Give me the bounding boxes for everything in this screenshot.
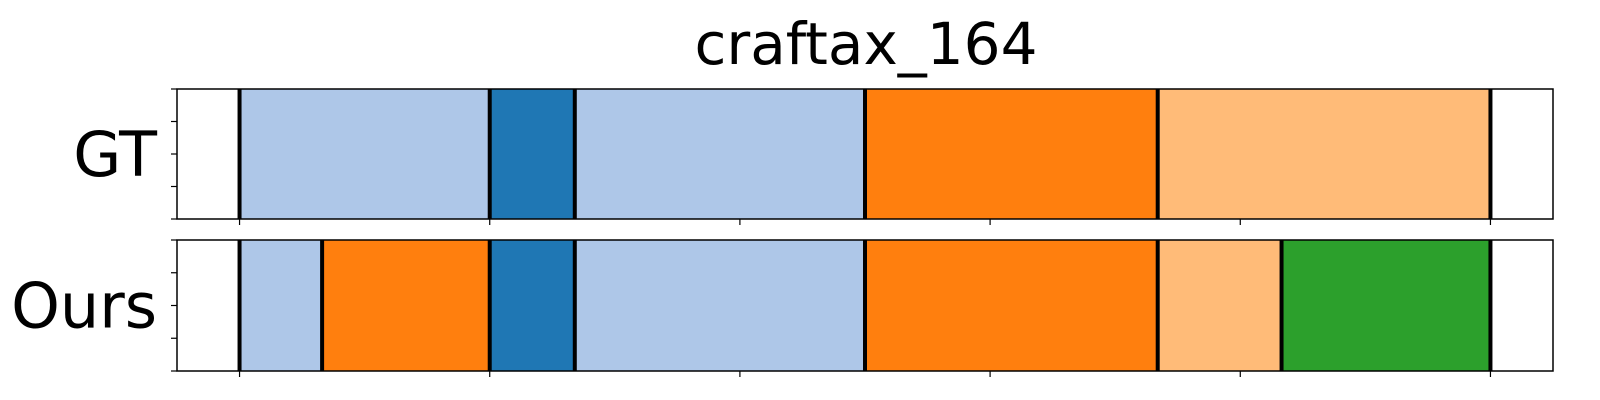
segment-bar (1157, 240, 1282, 371)
segment-bar (489, 240, 575, 371)
row-0: GT (73, 88, 1554, 225)
segment-bar (239, 89, 490, 219)
segment-bar (1281, 240, 1491, 371)
row-1: Ours (11, 239, 1554, 377)
chart-title: craftax_164 (695, 10, 1038, 78)
segment-bar (865, 240, 1158, 371)
segment-bar (239, 240, 323, 371)
row-label: Ours (11, 270, 157, 343)
segment-bar (489, 89, 575, 219)
segment-bar (865, 89, 1158, 219)
segment-bar (574, 89, 865, 219)
segment-bar (322, 240, 490, 371)
segment-bar (1157, 89, 1491, 219)
segment-bar (574, 240, 865, 371)
row-label: GT (73, 118, 158, 191)
